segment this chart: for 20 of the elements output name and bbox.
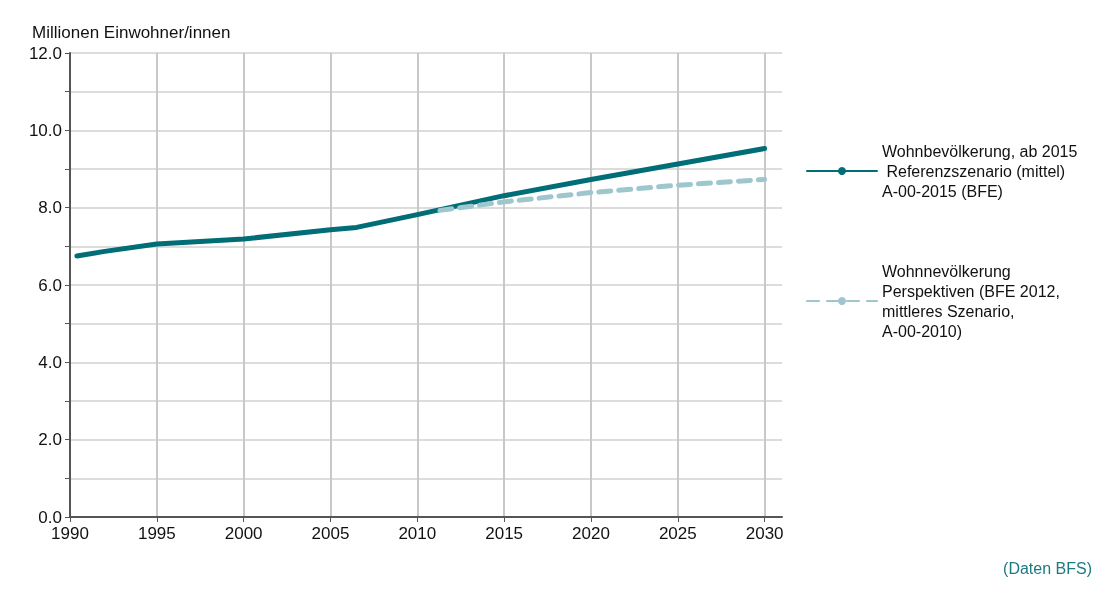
x-tick-label: 2015 — [485, 524, 524, 543]
y-tick-label: 8.0 — [38, 198, 62, 218]
x-tick-label: 2025 — [658, 524, 697, 543]
y-tick-label: 2.0 — [38, 430, 62, 450]
x-tick-label: 2020 — [572, 524, 610, 543]
x-tick-label: 1995 — [137, 524, 176, 543]
text: (Daten BFS) — [1003, 559, 1093, 577]
x-tick-label: 2000 — [224, 524, 263, 543]
x-tick-label: 2005 — [311, 524, 350, 543]
x-tick-label: 2010 — [398, 524, 437, 543]
y-tick-label: 12.0 — [28, 43, 62, 63]
x-tick-label: 1990 — [51, 524, 89, 543]
legend-label: Wohnnevölkerung Perspektiven (BFE 2012, mittleres Szenario, A-00-2010) — [882, 262, 1065, 340]
y-tick-label: 4.0 — [38, 352, 62, 372]
legend-label: Wohnbevölkerung, ab 2015 Referenzszenario (mittel) A-00-2015 (BFE) — [882, 142, 1078, 200]
y-tick-label: 0.0 — [38, 507, 62, 527]
y-tick-label: 10.0 — [28, 120, 62, 140]
x-tick-label: 2030 — [745, 524, 784, 543]
y-axis-title: Millionen Einwohner/innen — [32, 23, 231, 42]
y-tick-label: 6.0 — [38, 275, 62, 295]
